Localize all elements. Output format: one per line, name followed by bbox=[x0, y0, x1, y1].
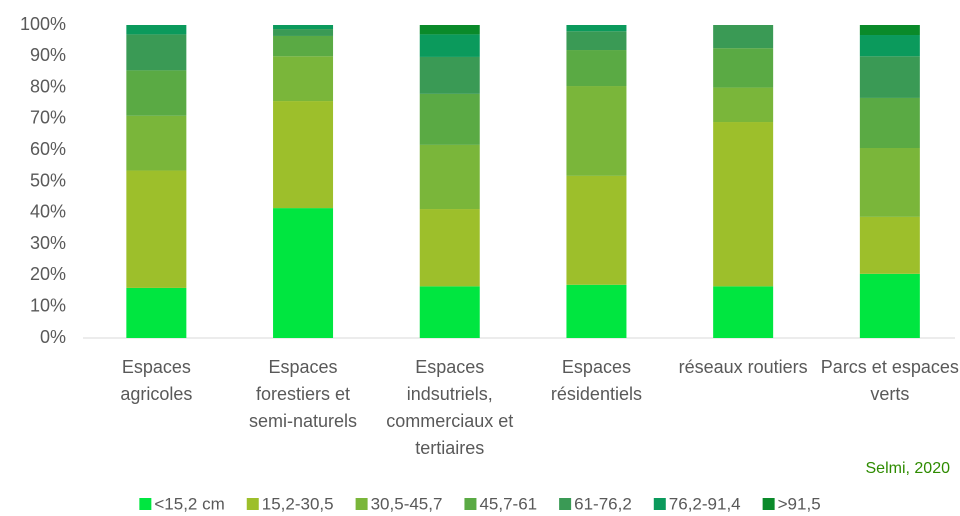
source-note: Selmi, 2020 bbox=[866, 460, 951, 477]
y-tick-label: 60% bbox=[30, 139, 66, 159]
bar-segment bbox=[859, 35, 920, 57]
bar-segment bbox=[419, 93, 480, 145]
y-tick-label: 80% bbox=[30, 76, 66, 96]
bar-segment bbox=[566, 50, 627, 87]
bar-segment bbox=[859, 56, 920, 98]
y-tick-label: 10% bbox=[30, 295, 66, 315]
bar-segment bbox=[126, 25, 187, 35]
legend-swatch bbox=[139, 498, 152, 510]
x-tick-label: Espaces indsutriels, commerciaux et tertiai… bbox=[386, 357, 513, 458]
legend-label: 61-76,2 bbox=[574, 494, 632, 513]
bar-segment bbox=[859, 25, 920, 36]
bar-segment bbox=[419, 286, 480, 338]
bar-segment bbox=[126, 70, 187, 116]
legend-swatch bbox=[653, 498, 666, 510]
bar-segment bbox=[419, 56, 480, 94]
bar-segment bbox=[273, 35, 334, 57]
bar-segment bbox=[566, 31, 627, 51]
legend-label: 15,2-30,5 bbox=[262, 494, 334, 513]
bar-segment bbox=[713, 87, 774, 123]
y-tick-label: 0% bbox=[40, 327, 66, 347]
x-tick-label: Espaces agricoles bbox=[120, 357, 192, 404]
legend-label: 76,2-91,4 bbox=[669, 494, 741, 513]
bar-segment bbox=[273, 29, 334, 36]
y-tick-label: 90% bbox=[30, 45, 66, 65]
bar-segment bbox=[126, 170, 187, 288]
legend-label: 30,5-45,7 bbox=[371, 494, 443, 513]
x-tick-label: Parcs et espaces verts bbox=[821, 357, 959, 404]
legend: <15,2 cm 15,2-30,5 30,5-45,7 45,7-61 61-76,2… bbox=[139, 494, 821, 513]
bar-segment bbox=[859, 97, 920, 149]
bar-segment bbox=[713, 122, 774, 287]
legend-label: 45,7-61 bbox=[479, 494, 537, 513]
x-tick-label: Espaces résidentiels bbox=[551, 357, 642, 404]
y-tick-label: 50% bbox=[30, 170, 66, 190]
legend-swatch bbox=[559, 498, 572, 510]
bar-segment bbox=[273, 208, 334, 338]
bar-segment bbox=[419, 25, 480, 35]
bar-segment bbox=[273, 101, 334, 209]
y-tick-label: 40% bbox=[30, 202, 66, 222]
bar-segment bbox=[566, 175, 627, 285]
legend-label: <15,2 cm bbox=[154, 494, 224, 513]
bar-segment bbox=[713, 286, 774, 338]
bar-segment bbox=[859, 216, 920, 274]
x-tick-label: Espaces forestiers et semi-naturels bbox=[249, 357, 357, 431]
legend-swatch bbox=[464, 498, 477, 510]
bar-segment bbox=[859, 273, 920, 338]
x-tick-label: réseaux routiers bbox=[679, 357, 808, 377]
y-tick-label: 100% bbox=[20, 14, 66, 34]
bar-segment bbox=[419, 209, 480, 287]
bar-segment bbox=[713, 48, 774, 88]
bar-segment bbox=[566, 86, 627, 176]
legend-label: >91,5 bbox=[778, 494, 821, 513]
legend-swatch bbox=[355, 498, 368, 510]
legend-swatch bbox=[762, 498, 775, 510]
bar-segment bbox=[273, 25, 334, 30]
bar-segment bbox=[713, 25, 774, 49]
bar-segment bbox=[126, 287, 187, 338]
bar-segment bbox=[419, 34, 480, 57]
bar-segment bbox=[566, 284, 627, 338]
bar-segment bbox=[126, 34, 187, 71]
y-tick-label: 70% bbox=[30, 108, 66, 128]
bar-segment bbox=[859, 148, 920, 217]
y-tick-label: 30% bbox=[30, 233, 66, 253]
y-tick-label: 20% bbox=[30, 264, 66, 284]
bar-segment bbox=[126, 115, 187, 171]
bar-segment bbox=[419, 144, 480, 210]
legend-swatch bbox=[246, 498, 259, 510]
bar-segment bbox=[566, 25, 627, 32]
bar-segment bbox=[273, 56, 334, 102]
